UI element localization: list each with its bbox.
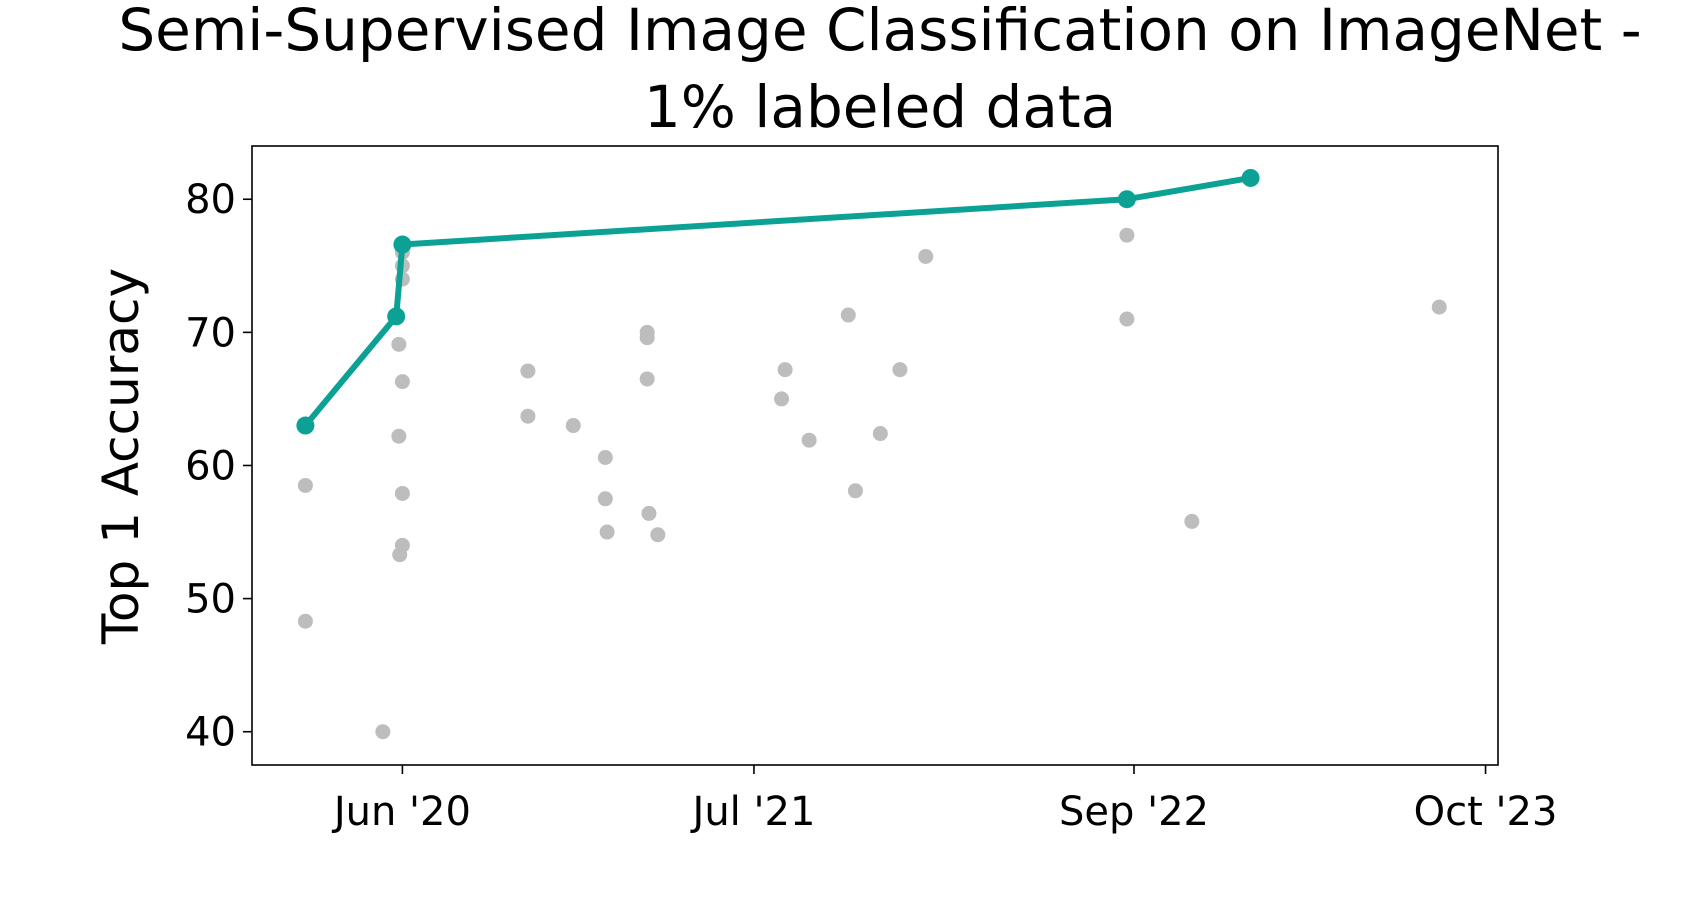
other-result-point	[1119, 311, 1135, 327]
y-axis: 40 50 60 70 80	[185, 177, 252, 756]
other-result-point	[297, 613, 313, 629]
sota-point	[387, 307, 406, 326]
other-result-point	[892, 362, 908, 378]
other-result-point	[1184, 513, 1200, 529]
sota-series-line	[303, 174, 1252, 428]
sota-point	[296, 416, 315, 435]
other-result-point	[650, 527, 666, 543]
other-result-point	[639, 330, 655, 346]
other-result-point	[777, 362, 793, 378]
other-result-point	[641, 505, 657, 521]
y-tick-label: 40	[185, 710, 236, 756]
other-result-point	[520, 363, 536, 379]
sota-series-points	[296, 168, 1260, 435]
other-result-point	[297, 477, 313, 493]
chart-title: Semi-Supervised Image Classification on …	[118, 0, 1641, 141]
y-tick-label: 70	[185, 310, 236, 356]
other-result-point	[599, 524, 615, 540]
other-result-point	[597, 449, 613, 465]
x-tick-label: Jul '21	[690, 789, 816, 835]
other-result-point	[597, 491, 613, 507]
other-result-point	[1431, 299, 1447, 315]
x-tick-label: Sep '22	[1059, 789, 1209, 835]
y-axis-label: Top 1 Accuracy	[92, 268, 150, 645]
other-result-point	[394, 374, 410, 390]
other-result-point	[391, 336, 407, 352]
y-tick-label: 80	[185, 177, 236, 223]
other-result-point	[394, 485, 410, 501]
chart-title-line-1: Semi-Supervised Image Classification on …	[118, 0, 1641, 64]
other-result-point	[392, 547, 408, 563]
x-axis: Jun '20 Jul '21 Sep '22 Oct '23	[331, 765, 1558, 835]
other-result-point	[872, 426, 888, 442]
other-result-point	[918, 248, 934, 264]
x-tick-label: Jun '20	[331, 789, 471, 835]
other-result-point	[847, 483, 863, 499]
y-tick-label: 60	[185, 443, 236, 489]
other-result-point	[840, 307, 856, 323]
other-result-point	[375, 724, 391, 740]
other-result-point	[391, 428, 407, 444]
x-tick-label: Oct '23	[1414, 789, 1558, 835]
chart-title-line-2: 1% labeled data	[644, 73, 1116, 141]
sota-point	[1241, 168, 1260, 187]
other-result-point	[774, 391, 790, 407]
plot-frame	[251, 145, 1499, 766]
sota-point	[393, 235, 412, 254]
other-result-point	[1119, 227, 1135, 243]
other-result-point	[639, 371, 655, 387]
other-results-series	[297, 227, 1447, 740]
other-result-point	[520, 408, 536, 424]
other-result-point	[565, 418, 581, 434]
other-result-point	[801, 432, 817, 448]
y-tick-label: 50	[185, 577, 236, 623]
sota-point	[1117, 190, 1136, 209]
